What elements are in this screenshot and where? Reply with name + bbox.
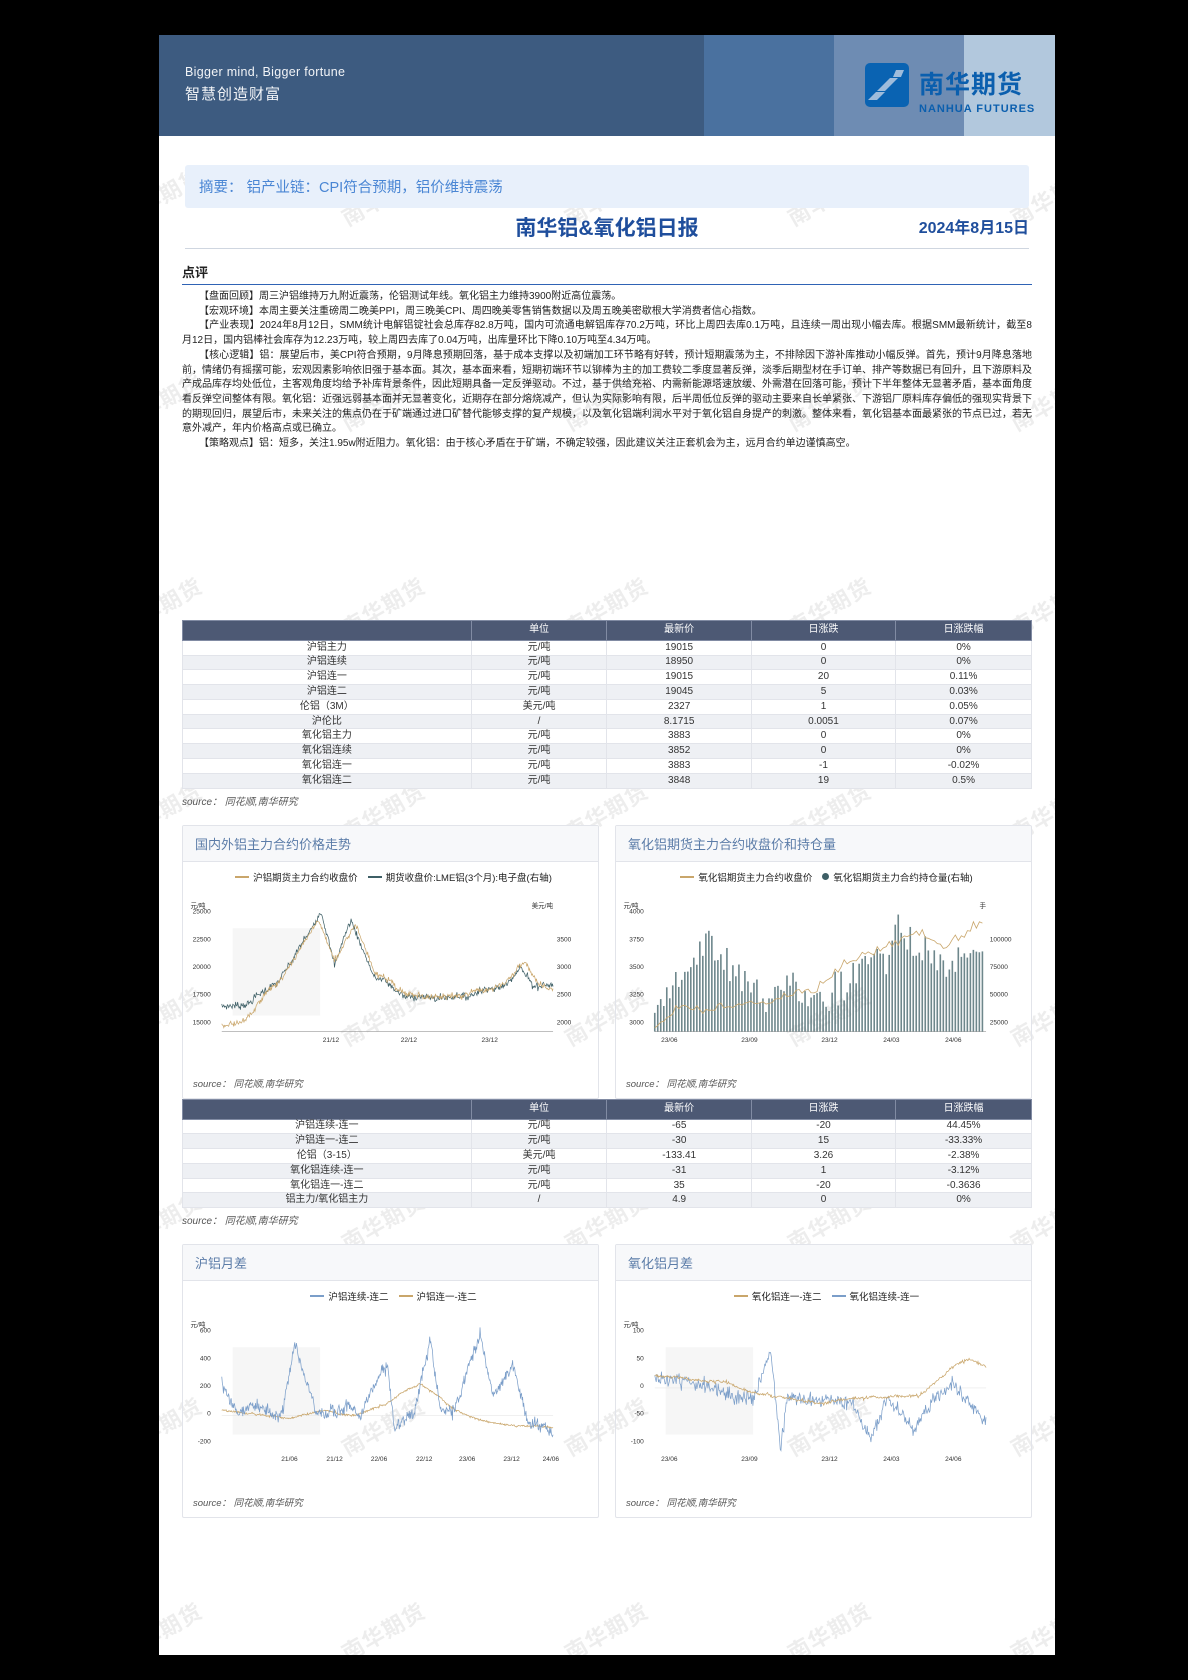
svg-text:3000: 3000: [557, 963, 572, 970]
svg-text:400: 400: [200, 1356, 211, 1363]
svg-text:23/06: 23/06: [661, 1456, 678, 1463]
svg-text:3750: 3750: [629, 936, 644, 943]
svg-text:50: 50: [637, 1356, 645, 1363]
svg-text:17500: 17500: [193, 991, 212, 998]
svg-text:23/12: 23/12: [482, 1036, 499, 1043]
svg-text:24/06: 24/06: [945, 1036, 962, 1043]
svg-text:-200: -200: [198, 1439, 211, 1446]
svg-text:21/06: 21/06: [281, 1456, 298, 1463]
svg-text:23/12: 23/12: [503, 1456, 520, 1463]
svg-text:25000: 25000: [193, 908, 212, 915]
svg-text:21/12: 21/12: [323, 1036, 340, 1043]
svg-text:3000: 3000: [629, 1019, 644, 1026]
svg-text:22500: 22500: [193, 936, 212, 943]
svg-text:3250: 3250: [629, 991, 644, 998]
svg-text:美元/吨: 美元/吨: [532, 900, 554, 909]
svg-text:23/06: 23/06: [661, 1036, 678, 1043]
svg-text:24/06: 24/06: [945, 1456, 962, 1463]
svg-text:3500: 3500: [557, 936, 572, 943]
svg-text:-50: -50: [634, 1411, 644, 1418]
svg-text:25000: 25000: [990, 1019, 1009, 1026]
svg-text:24/03: 24/03: [883, 1456, 900, 1463]
svg-text:24/03: 24/03: [883, 1036, 900, 1043]
svg-text:23/06: 23/06: [459, 1456, 476, 1463]
svg-text:200: 200: [200, 1383, 211, 1390]
svg-text:15000: 15000: [193, 1019, 212, 1026]
svg-text:0: 0: [207, 1411, 211, 1418]
svg-text:600: 600: [200, 1328, 211, 1335]
svg-text:100000: 100000: [990, 936, 1012, 943]
svg-text:22/12: 22/12: [416, 1456, 433, 1463]
svg-text:-100: -100: [631, 1439, 644, 1446]
svg-text:20000: 20000: [193, 963, 212, 970]
svg-text:22/12: 22/12: [401, 1036, 418, 1043]
svg-text:50000: 50000: [990, 991, 1009, 998]
svg-text:22/06: 22/06: [371, 1456, 388, 1463]
svg-text:2500: 2500: [557, 991, 572, 998]
svg-text:3500: 3500: [629, 963, 644, 970]
svg-text:24/06: 24/06: [543, 1456, 560, 1463]
svg-text:23/09: 23/09: [741, 1456, 758, 1463]
svg-text:23/12: 23/12: [821, 1036, 838, 1043]
svg-text:手: 手: [979, 900, 986, 909]
svg-text:75000: 75000: [990, 963, 1009, 970]
svg-text:4000: 4000: [629, 908, 644, 915]
svg-text:23/12: 23/12: [821, 1456, 838, 1463]
svg-text:23/09: 23/09: [741, 1036, 758, 1043]
svg-text:100: 100: [633, 1328, 644, 1335]
svg-text:21/12: 21/12: [326, 1456, 343, 1463]
svg-text:0: 0: [640, 1383, 644, 1390]
svg-text:2000: 2000: [557, 1019, 572, 1026]
